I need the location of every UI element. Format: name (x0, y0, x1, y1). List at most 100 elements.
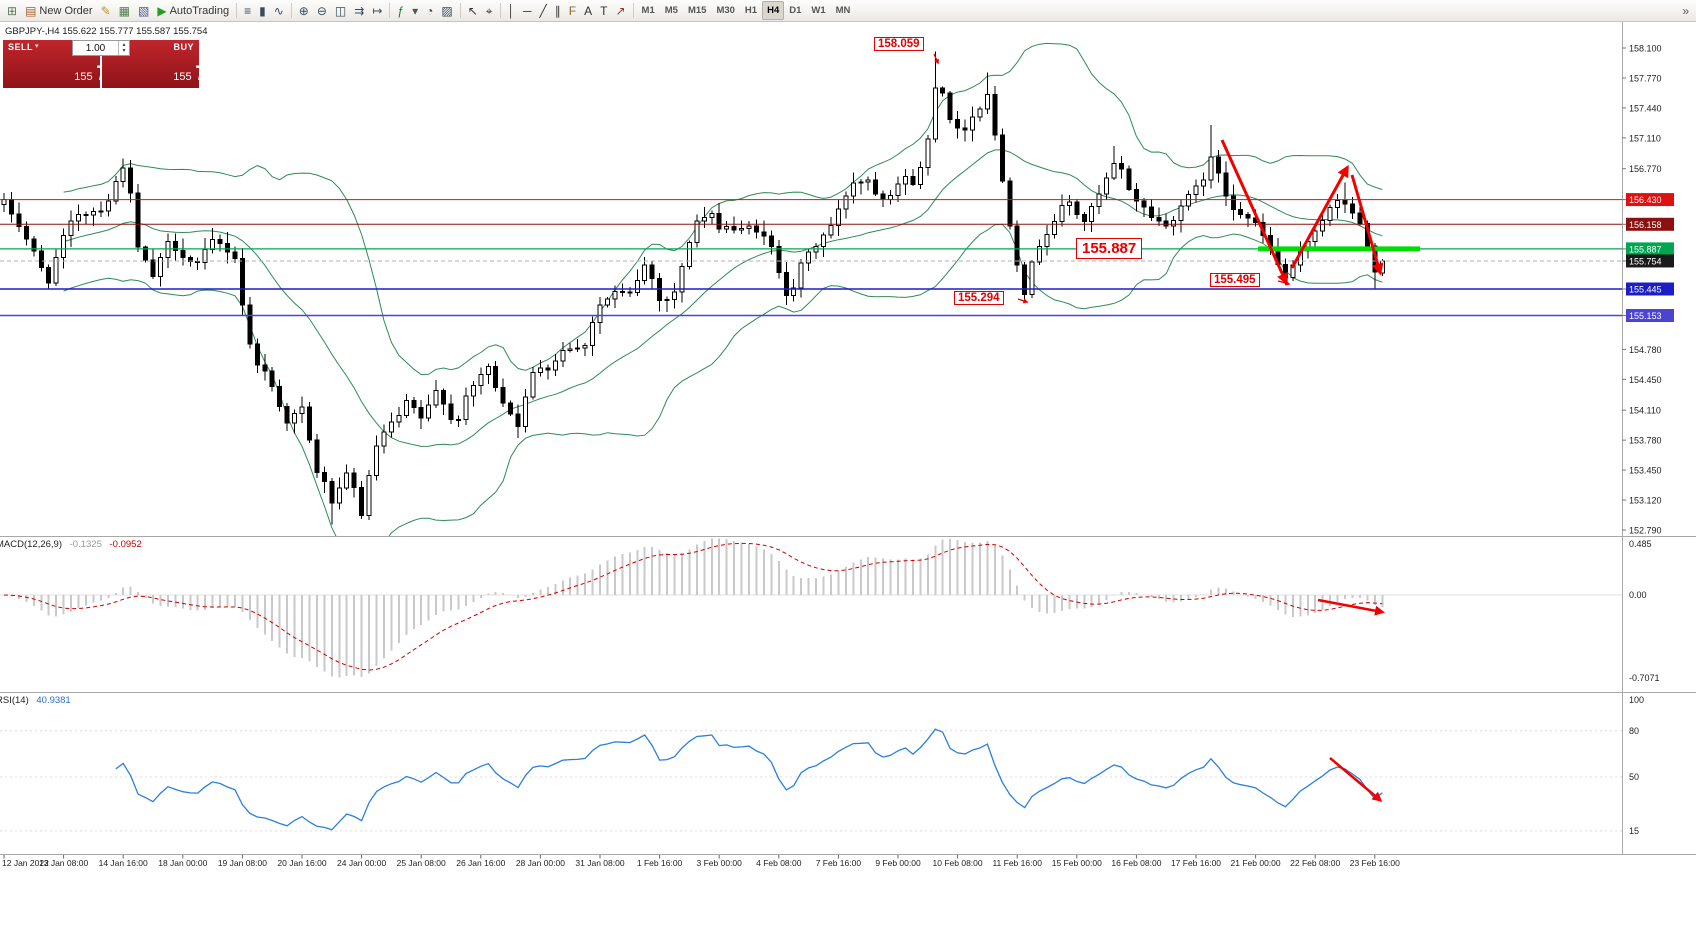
candle (1126, 168, 1132, 190)
trendline-tool-button[interactable]: ╱ (536, 1, 551, 20)
tf-m5-button[interactable]: M5 (660, 1, 683, 20)
volume-stepper[interactable]: ▴ ▾ (118, 41, 129, 55)
candle (388, 421, 394, 433)
candle (1066, 201, 1072, 207)
candle (470, 384, 476, 397)
tile-windows-button[interactable]: ◫ (331, 1, 350, 20)
candle (381, 431, 387, 447)
fibonacci-tool-button[interactable]: F (565, 1, 580, 20)
candle (143, 246, 149, 261)
candle (120, 167, 126, 182)
data-window-button[interactable]: ▦ (115, 1, 134, 20)
annotation-price-155-294[interactable]: 155.294 (954, 291, 1004, 305)
rsi-arrow[interactable] (1329, 757, 1383, 802)
candle (329, 481, 335, 504)
price-axis-label: 153.780 (1629, 436, 1662, 446)
channel-tool-button[interactable]: ∥ (551, 1, 565, 20)
trend-arrow[interactable] (1290, 164, 1349, 269)
navigator-button[interactable]: ▧ (134, 1, 153, 20)
candle (98, 210, 104, 213)
cursor-button[interactable]: ↖ (464, 1, 482, 20)
candle (1238, 209, 1244, 216)
candle (1357, 212, 1363, 225)
candle (433, 390, 439, 406)
candle (515, 413, 521, 428)
tf-h4-button[interactable]: H4 (762, 1, 785, 20)
candle (172, 240, 178, 251)
price-axis-label: 156.770 (1629, 164, 1662, 174)
buy-button[interactable]: BUY 155 799 (102, 40, 225, 88)
candle (31, 238, 37, 252)
trend-arrow[interactable] (1350, 174, 1384, 276)
indicators-button[interactable]: ƒ (393, 1, 408, 20)
macd-arrow[interactable] (1317, 598, 1385, 616)
price-axis-label: 156.158 (1629, 220, 1662, 230)
price-badge (1626, 254, 1674, 268)
candle (798, 262, 804, 289)
new-chart-button[interactable]: ⊞ (3, 1, 21, 20)
auto-scroll-button[interactable]: ⇉ (350, 1, 368, 20)
one-click-trading-widget: SELL ▾ 155 754 BUY 155 799 1.00 ▴▾ (3, 40, 225, 88)
time-axis-label: 19 Jan 08:00 (218, 858, 267, 868)
candle (351, 472, 357, 489)
annotation-price-158-059[interactable]: 158.059 (874, 37, 924, 51)
horizontal-line-tool-icon: ─ (523, 3, 532, 18)
volume-up-icon[interactable]: ▴ (122, 42, 126, 48)
price-axis[interactable]: 158.100 157.770 157.440 157.110 156.770 156.4… (1622, 44, 1674, 836)
annotation-price-155-495[interactable]: 155.495 (1210, 273, 1260, 287)
bar-chart-button[interactable]: ≡ (240, 1, 255, 20)
candle (90, 211, 96, 216)
candle (53, 257, 59, 284)
autotrading-button[interactable]: ▶ AutoTrading (153, 1, 233, 20)
candlestick-chart-button[interactable]: ▮ (255, 1, 270, 20)
annotation-price-155-887[interactable]: 155.887 (1076, 238, 1143, 259)
zoom-out-icon: ⊖ (316, 3, 327, 18)
templates-button[interactable]: ▨ (437, 1, 456, 20)
metaeditor-button[interactable]: ✎ (97, 1, 115, 20)
horizontal-line-tool-button[interactable]: ─ (519, 1, 536, 20)
periods-button[interactable]: ◔ (422, 1, 437, 20)
time-axis-label: 23 Feb 16:00 (1350, 858, 1400, 868)
zoom-out-button[interactable]: ⊖ (313, 1, 331, 20)
tf-h1-button[interactable]: H1 (740, 1, 762, 20)
horizontal-levels[interactable] (0, 199, 1622, 317)
candle (1081, 214, 1087, 222)
candle (783, 272, 789, 296)
trend-arrows[interactable] (933, 53, 1385, 802)
autotrading-label: AutoTrading (169, 4, 230, 17)
tf-m1-button[interactable]: M1 (637, 1, 660, 20)
zoom-in-button[interactable]: ⊕ (295, 1, 313, 20)
tf-m15-button[interactable]: M15 (683, 1, 711, 20)
macd-value-main: -0.1325 (69, 539, 102, 550)
candle (761, 231, 767, 237)
tf-mn-button[interactable]: MN (831, 1, 856, 20)
chart-shift-button[interactable]: ↦ (368, 1, 386, 20)
crosshair-button[interactable]: ⌖ (482, 1, 497, 20)
indicators-list-button[interactable]: ▾ (408, 1, 422, 20)
tf-w1-button[interactable]: W1 (806, 1, 830, 20)
line-chart-button[interactable]: ∿ (270, 1, 288, 20)
candle (843, 195, 849, 210)
label-tool-button[interactable]: T (596, 1, 611, 20)
text-tool-button[interactable]: A (580, 1, 596, 20)
tf-d1-button[interactable]: D1 (784, 1, 806, 20)
time-axis-label: 15 Feb 00:00 (1052, 858, 1102, 868)
tf-m30-button[interactable]: M30 (711, 1, 739, 20)
trend-arrow[interactable] (1220, 139, 1289, 286)
candle (1148, 206, 1154, 219)
arrows-tool-button[interactable]: ↗ (611, 1, 629, 20)
macd-indicator-label: MACD(12,26,9) -0.1325 -0.0952 (0, 539, 147, 550)
candle (195, 261, 201, 264)
volume-input[interactable]: 1.00 ▴ ▾ (72, 40, 130, 56)
macd-axis-label: 0.00 (1629, 590, 1647, 600)
new-order-icon: ▤ (25, 3, 37, 18)
candle (582, 344, 588, 349)
vertical-line-tool-button[interactable]: │ (504, 1, 520, 20)
candle (731, 226, 737, 231)
new-order-button[interactable]: ▤ New Order (21, 1, 97, 20)
volume-down-icon[interactable]: ▾ (122, 48, 126, 54)
toolbar-overflow-button[interactable]: » (1678, 1, 1693, 20)
trendline-tool-icon: ╱ (539, 3, 547, 18)
